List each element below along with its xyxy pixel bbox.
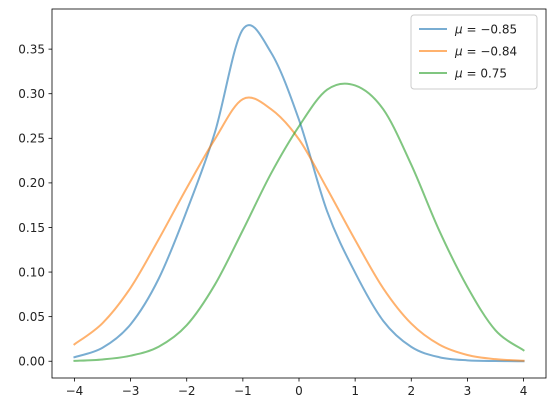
series-line-1 <box>73 24 525 363</box>
legend-mu-value: = 0.75 <box>463 66 507 80</box>
legend-mu-symbol: μ <box>454 66 463 80</box>
x-tick-label: −3 <box>122 384 140 398</box>
legend-mu-symbol: μ <box>454 22 463 36</box>
y-tick-label: 0.25 <box>18 132 45 146</box>
legend-mu-value: = −0.85 <box>463 22 517 36</box>
x-tick-label: 1 <box>351 384 359 398</box>
x-tick-label: 3 <box>464 384 472 398</box>
y-tick-label: 0.35 <box>18 42 45 56</box>
legend-mu-value: = −0.84 <box>463 44 517 58</box>
axes-layer: −4 −3 −2 −1 0 1 2 3 4 0.00 0.05 0.10 0.15 0.20 0.25 0.3… <box>18 8 547 398</box>
series-layer <box>73 24 525 363</box>
x-tick-label: 4 <box>520 384 528 398</box>
x-tick-label: 2 <box>407 384 415 398</box>
legend-label-2: μ = −0.84 <box>454 44 517 58</box>
x-tick-label: −2 <box>178 384 196 398</box>
x-tick-label: 0 <box>295 384 303 398</box>
series-line-3 <box>73 82 525 362</box>
y-tick-label: 0.20 <box>18 176 45 190</box>
y-tick-label: 0.05 <box>18 310 45 324</box>
legend-label-3: μ = 0.75 <box>454 66 507 80</box>
legend: μ = −0.85μ = −0.84μ = 0.75 <box>410 14 538 90</box>
y-tick-label: 0.00 <box>18 355 45 369</box>
legend-mu-symbol: μ <box>454 44 463 58</box>
y-tick-label: 0.30 <box>18 87 45 101</box>
y-tick-label: 0.15 <box>18 221 45 235</box>
x-tick-label: −1 <box>234 384 252 398</box>
legend-label-1: μ = −0.85 <box>454 22 517 36</box>
y-tick-label: 0.10 <box>18 265 45 279</box>
series-line-2 <box>73 96 525 362</box>
x-tick-label: −4 <box>66 384 84 398</box>
legend-box <box>410 14 538 90</box>
